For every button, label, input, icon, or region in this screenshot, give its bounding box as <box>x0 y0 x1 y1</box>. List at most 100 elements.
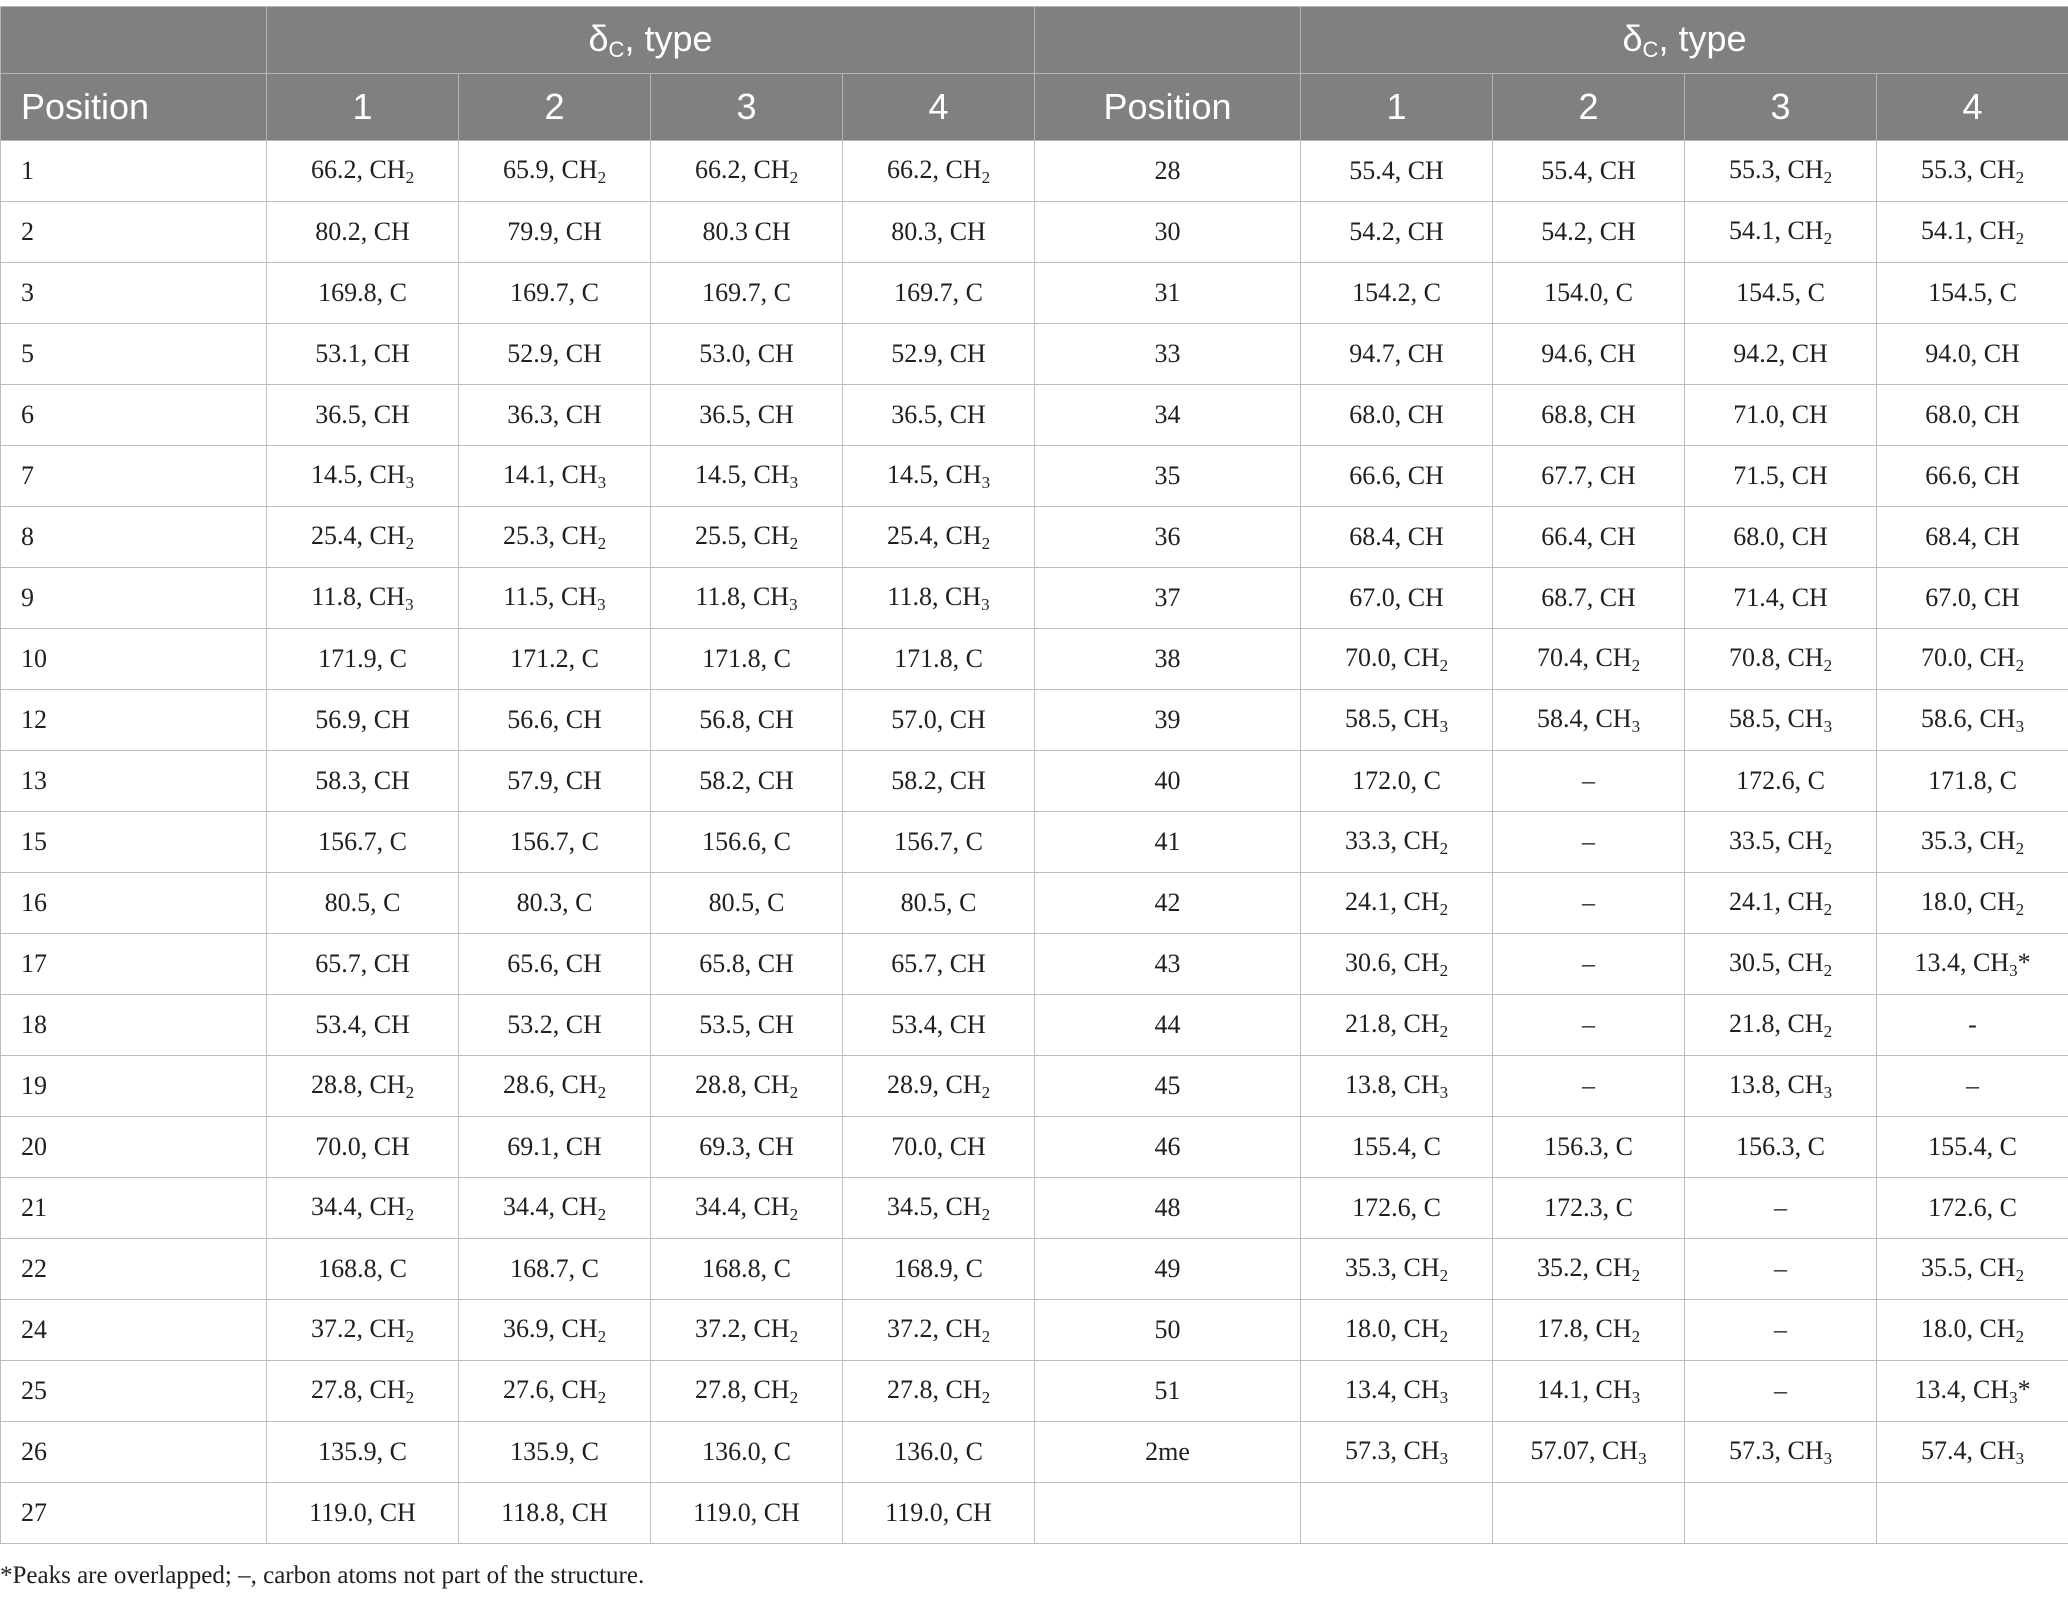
position-cell: 41 <box>1034 811 1301 873</box>
shift-value-cell: 65.6, CH <box>458 933 651 995</box>
shift-value-cell: 58.2, CH <box>650 750 843 812</box>
shift-value-cell: 94.6, CH <box>1492 323 1685 385</box>
shift-value-cell: 21.8, CH2 <box>1300 994 1493 1056</box>
table-row: 17 65.7, CH 65.6, CH 65.8, CH 65.7, CH 43 30.6… <box>0 933 2068 995</box>
shift-value-cell: 37.2, CH2 <box>842 1299 1035 1361</box>
shift-value-cell: 155.4, C <box>1876 1116 2068 1178</box>
position-cell: 44 <box>1034 994 1301 1056</box>
position-cell: 2 <box>0 201 267 263</box>
position-cell: 20 <box>0 1116 267 1178</box>
shift-value-cell: 36.5, CH <box>650 384 843 446</box>
table-row: 2 80.2, CH 79.9, CH 80.3 CH 80.3, CH 30 54.2, … <box>0 201 2068 263</box>
shift-value-cell: – <box>1684 1177 1877 1239</box>
position-cell: 17 <box>0 933 267 995</box>
compound-header: 3 <box>650 73 843 141</box>
shift-value-cell: 66.2, CH2 <box>650 140 843 202</box>
shift-value-cell: 58.2, CH <box>842 750 1035 812</box>
shift-value-cell: 70.8, CH2 <box>1684 628 1877 690</box>
shift-value-cell: 11.8, CH3 <box>650 567 843 629</box>
shift-value-cell: 35.5, CH2 <box>1876 1238 2068 1300</box>
shift-value-cell: 70.0, CH2 <box>1300 628 1493 690</box>
shift-value-cell: 18.0, CH2 <box>1300 1299 1493 1361</box>
shift-value-cell: 14.5, CH3 <box>650 445 843 507</box>
position-cell: 34 <box>1034 384 1301 446</box>
shift-value-cell: 156.7, C <box>842 811 1035 873</box>
shift-value-cell: 54.1, CH2 <box>1684 201 1877 263</box>
shift-value-cell: 70.0, CH <box>842 1116 1035 1178</box>
position-cell: 19 <box>0 1055 267 1117</box>
table-row: 10 171.9, C 171.2, C 171.8, C 171.8, C 38 70.0… <box>0 628 2068 690</box>
shift-value-cell: 56.9, CH <box>266 689 459 751</box>
shift-value-cell <box>1300 1482 1493 1544</box>
shift-value-cell: – <box>1492 811 1685 873</box>
table-row: 7 14.5, CH3 14.1, CH3 14.5, CH3 14.5, CH3 35 6… <box>0 445 2068 507</box>
shift-value-cell: 57.3, CH3 <box>1300 1421 1493 1483</box>
shift-value-cell: 80.3, CH <box>842 201 1035 263</box>
shift-value-cell: 27.8, CH2 <box>650 1360 843 1422</box>
shift-value-cell: 57.3, CH3 <box>1684 1421 1877 1483</box>
shift-value-cell: 37.2, CH2 <box>650 1299 843 1361</box>
shift-value-cell: 17.8, CH2 <box>1492 1299 1685 1361</box>
shift-value-cell: 68.7, CH <box>1492 567 1685 629</box>
shift-value-cell: 169.7, C <box>458 262 651 324</box>
shift-value-cell: 53.4, CH <box>842 994 1035 1056</box>
shift-type-header-right: δC, type <box>1300 6 2068 74</box>
shift-value-cell: – <box>1492 750 1685 812</box>
shift-value-cell: 66.2, CH2 <box>266 140 459 202</box>
position-cell: 48 <box>1034 1177 1301 1239</box>
shift-value-cell: 71.0, CH <box>1684 384 1877 446</box>
table-row: 8 25.4, CH2 25.3, CH2 25.5, CH2 25.4, CH2 36 6… <box>0 506 2068 568</box>
shift-value-cell: - <box>1876 994 2068 1056</box>
shift-value-cell: – <box>1876 1055 2068 1117</box>
shift-value-cell: – <box>1492 933 1685 995</box>
shift-value-cell: 70.4, CH2 <box>1492 628 1685 690</box>
shift-type-header-left: δC, type <box>266 6 1035 74</box>
shift-value-cell: 14.5, CH3 <box>842 445 1035 507</box>
shift-value-cell: 171.2, C <box>458 628 651 690</box>
shift-value-cell: 21.8, CH2 <box>1684 994 1877 1056</box>
position-cell: 18 <box>0 994 267 1056</box>
shift-value-cell: 25.5, CH2 <box>650 506 843 568</box>
shift-value-cell: 66.6, CH <box>1300 445 1493 507</box>
shift-value-cell: 58.5, CH3 <box>1684 689 1877 751</box>
shift-value-cell: 119.0, CH <box>650 1482 843 1544</box>
shift-value-cell: 27.8, CH2 <box>266 1360 459 1422</box>
shift-value-cell: 27.6, CH2 <box>458 1360 651 1422</box>
shift-value-cell: 35.2, CH2 <box>1492 1238 1685 1300</box>
shift-value-cell: 135.9, C <box>266 1421 459 1483</box>
shift-value-cell: 168.7, C <box>458 1238 651 1300</box>
shift-value-cell: 58.3, CH <box>266 750 459 812</box>
position-header-left: Position <box>0 73 267 141</box>
shift-value-cell: 69.1, CH <box>458 1116 651 1178</box>
position-cell: 21 <box>0 1177 267 1239</box>
position-cell: 15 <box>0 811 267 873</box>
position-cell: 30 <box>1034 201 1301 263</box>
shift-value-cell: 68.0, CH <box>1876 384 2068 446</box>
shift-value-cell: 69.3, CH <box>650 1116 843 1178</box>
position-cell: 50 <box>1034 1299 1301 1361</box>
shift-value-cell: 71.5, CH <box>1684 445 1877 507</box>
shift-value-cell: 169.8, C <box>266 262 459 324</box>
shift-value-cell: 30.6, CH2 <box>1300 933 1493 995</box>
shift-value-cell: 52.9, CH <box>842 323 1035 385</box>
position-cell: 9 <box>0 567 267 629</box>
table-row: 20 70.0, CH 69.1, CH 69.3, CH 70.0, CH 46 155.… <box>0 1116 2068 1178</box>
shift-value-cell: 11.8, CH3 <box>842 567 1035 629</box>
column-header-row: Position 1 2 3 4 Position 1 2 3 4 <box>0 73 2068 141</box>
position-cell: 35 <box>1034 445 1301 507</box>
shift-value-cell: 57.9, CH <box>458 750 651 812</box>
carbon-shift-table: δC, type δC, type Position 1 2 3 4 Posit… <box>0 6 2068 1544</box>
compound-header: 3 <box>1684 73 1877 141</box>
shift-value-cell: 28.9, CH2 <box>842 1055 1035 1117</box>
shift-value-cell: 13.8, CH3 <box>1300 1055 1493 1117</box>
table-row: 22 168.8, C 168.7, C 168.8, C 168.9, C 49 35.3… <box>0 1238 2068 1300</box>
shift-value-cell: 30.5, CH2 <box>1684 933 1877 995</box>
shift-value-cell <box>1684 1482 1877 1544</box>
shift-value-cell: 136.0, C <box>842 1421 1035 1483</box>
position-cell: 37 <box>1034 567 1301 629</box>
position-cell: 25 <box>0 1360 267 1422</box>
position-cell: 38 <box>1034 628 1301 690</box>
shift-value-cell: 169.7, C <box>842 262 1035 324</box>
shift-value-cell: 80.5, C <box>842 872 1035 934</box>
shift-value-cell: 70.0, CH2 <box>1876 628 2068 690</box>
